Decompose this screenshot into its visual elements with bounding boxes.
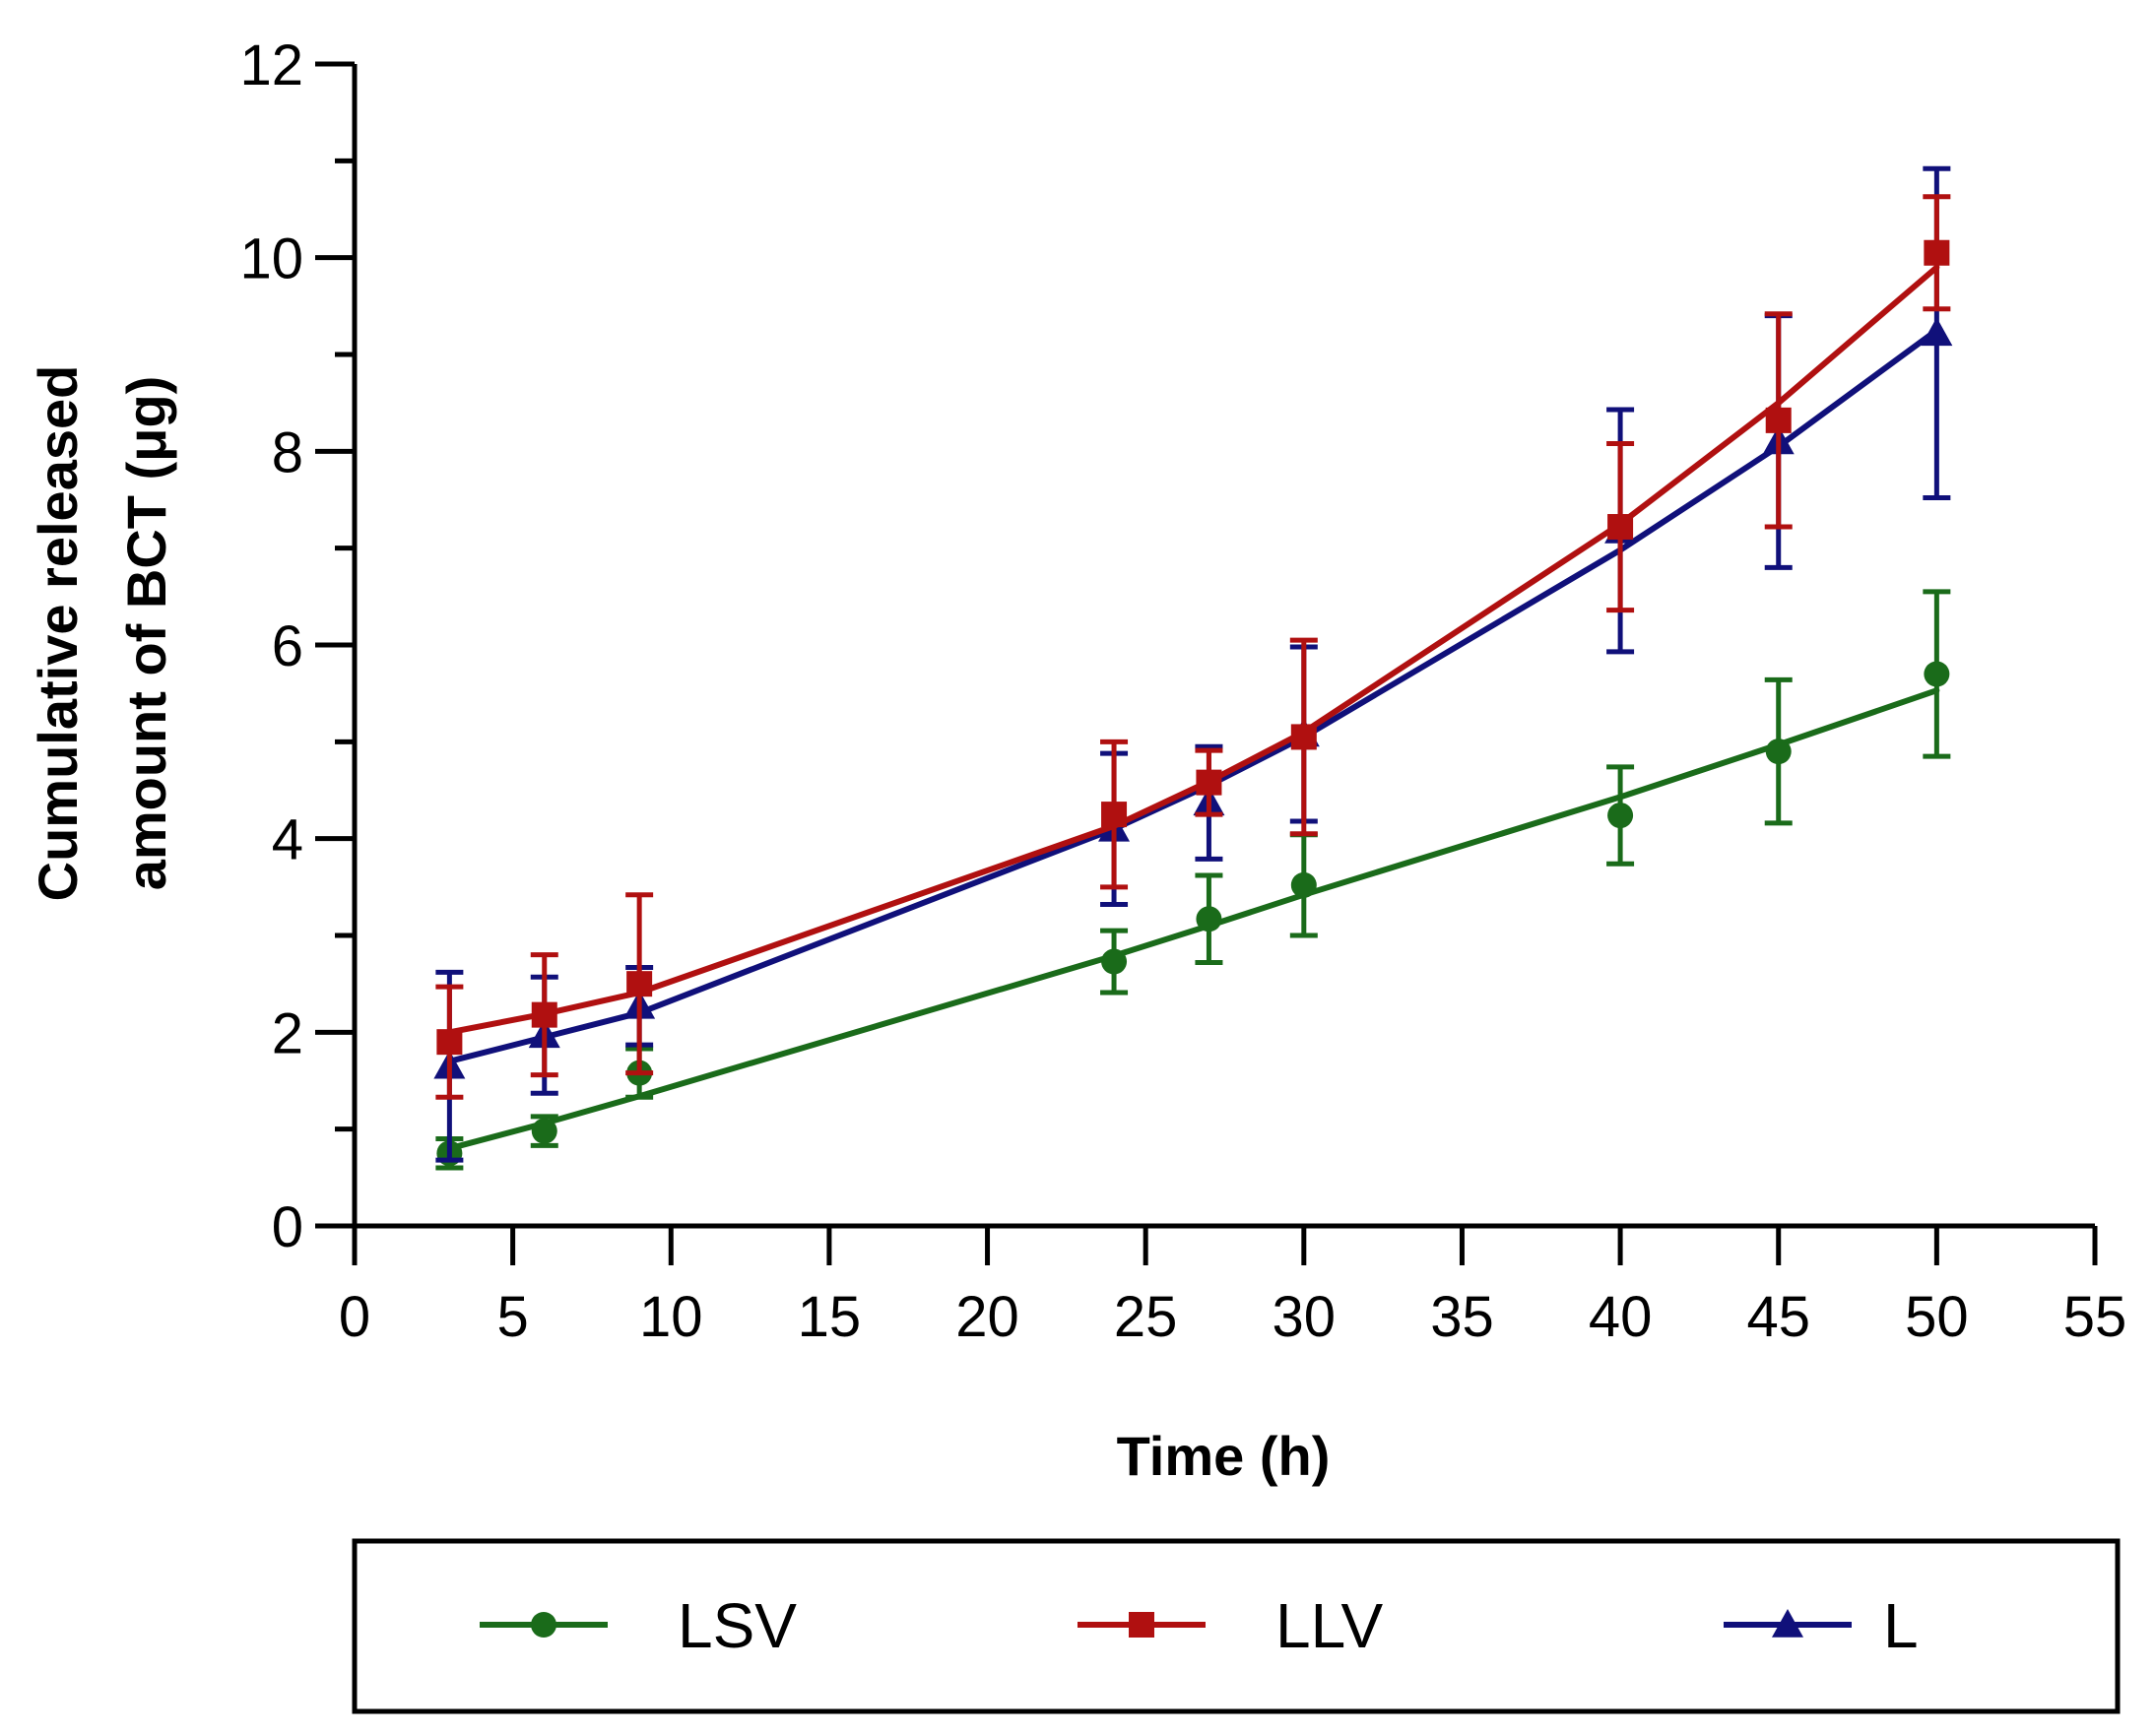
series-lsv [435, 589, 1951, 1171]
x-tick-label: 45 [1746, 1285, 1810, 1349]
series-layer [433, 165, 1953, 1171]
x-tick-label: 5 [497, 1285, 529, 1349]
data-point-lsv [1101, 948, 1128, 975]
x-tick-label: 55 [2063, 1285, 2127, 1349]
x-tick-label: 25 [1114, 1285, 1178, 1349]
y-tick-label: 8 [272, 420, 303, 484]
y-axis-title: Cumulative released amount of BCT (μg) [27, 365, 177, 902]
data-point-lsv [1196, 906, 1222, 932]
series-l [433, 165, 1953, 1163]
legend-marker [1772, 1609, 1803, 1638]
y-tick-label: 4 [272, 808, 303, 872]
data-point-llv [1607, 514, 1634, 541]
x-tick-label: 40 [1589, 1285, 1653, 1349]
legend-label: L [1883, 1590, 1919, 1661]
y-axis-title-line-2: amount of BCT (μg) [115, 376, 177, 891]
legend-marker [531, 1612, 556, 1638]
x-tick-label: 50 [1905, 1285, 1969, 1349]
x-tick-label: 35 [1430, 1285, 1494, 1349]
y-tick-label: 0 [272, 1195, 303, 1259]
data-point-llv [626, 971, 653, 997]
data-point-llv [436, 1029, 463, 1056]
legend-item-llv: LLV [1078, 1590, 1383, 1661]
data-point-lsv [1290, 871, 1317, 898]
y-tick-label: 2 [272, 1001, 303, 1065]
legend-label: LLV [1275, 1590, 1383, 1661]
legend-item-l: L [1724, 1590, 1919, 1661]
x-tick-label: 20 [955, 1285, 1019, 1349]
data-point-lsv [1607, 803, 1634, 829]
legend: LSV LLV L [352, 1538, 2121, 1714]
data-point-l [1921, 317, 1953, 347]
data-point-lsv [1924, 661, 1950, 687]
x-tick-label: 30 [1273, 1285, 1337, 1349]
data-point-lsv [1765, 739, 1792, 765]
legend-marker [1129, 1612, 1154, 1638]
axes: 0 2 4 6 8 10 12 0 5 10 15 20 25 30 35 40 45 50 55 [239, 33, 2126, 1349]
data-point-llv [1290, 724, 1317, 750]
x-tick-label: 15 [798, 1285, 862, 1349]
series-line-llv [446, 264, 1940, 1036]
series-llv [435, 194, 1951, 1100]
legend-box [352, 1538, 2121, 1714]
x-tick-label: 0 [339, 1285, 370, 1349]
x-axis-title: Time (h) [1117, 1425, 1331, 1487]
data-point-llv [531, 1001, 557, 1028]
data-point-llv [1101, 802, 1128, 828]
data-point-lsv [531, 1118, 557, 1144]
data-point-llv [1924, 239, 1950, 266]
series-line-l [446, 327, 1940, 1064]
y-tick-label: 10 [239, 227, 303, 291]
data-point-llv [1765, 407, 1792, 433]
series-line-lsv [446, 687, 1940, 1152]
x-tick-label: 10 [639, 1285, 703, 1349]
data-point-llv [1196, 769, 1222, 796]
legend-label: LSV [678, 1590, 797, 1661]
y-tick-label: 12 [239, 33, 303, 97]
y-tick-label: 6 [272, 614, 303, 678]
y-axis-title-line-1: Cumulative released [27, 365, 89, 902]
legend-item-lsv: LSV [480, 1590, 797, 1661]
